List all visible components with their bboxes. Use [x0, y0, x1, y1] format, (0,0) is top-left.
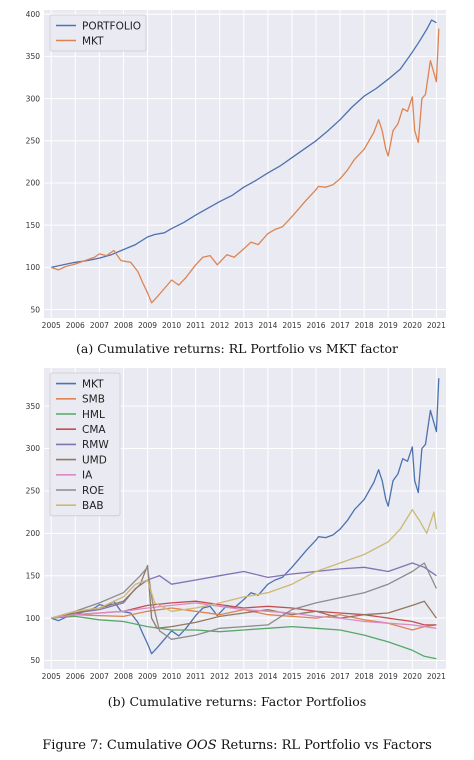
- x-tick-label: 2015: [282, 321, 301, 330]
- y-tick-label: 400: [26, 10, 41, 19]
- figure-caption-suffix: Returns: RL Portfolio vs Factors: [216, 738, 432, 753]
- x-tick-label: 2019: [379, 321, 398, 330]
- x-tick-label: 2007: [90, 672, 109, 681]
- x-tick-label: 2005: [42, 672, 61, 681]
- series-line-umd: [51, 564, 437, 629]
- series-line-smb: [51, 607, 437, 631]
- chart-b-svg: 2005 2006 2007 2008 2009 2010 2011 2012 2013 2014…: [26, 368, 446, 681]
- y-tick-label: 100: [26, 263, 41, 272]
- series-line-rmw: [51, 562, 437, 619]
- x-tick-label: 2006: [66, 672, 85, 681]
- x-tick-label: 2016: [306, 672, 325, 681]
- legend-label: MKT: [82, 378, 104, 390]
- x-tick-label: 2009: [138, 672, 157, 681]
- series-line-bab: [51, 508, 438, 619]
- y-tick-label: 150: [26, 571, 41, 580]
- chart-a-svg: 2005 2006 2007 2008 2009 2010 2011 2012 2013 2014…: [26, 10, 446, 330]
- series-line-portfolio: [51, 19, 437, 269]
- legend-label: SMB: [82, 394, 105, 406]
- legend-label: ROE: [82, 485, 104, 497]
- x-tick-label: 2011: [186, 672, 205, 681]
- y-tick-label: 50: [30, 305, 40, 314]
- x-tick-label: 2009: [138, 321, 157, 330]
- x-tick-label: 2015: [282, 672, 301, 681]
- x-tick-label: 2008: [114, 321, 133, 330]
- y-tick-label: 50: [30, 656, 40, 665]
- x-tick-label: 2010: [162, 672, 181, 681]
- x-tick-label: 2020: [403, 672, 422, 681]
- legend-label: RMW: [82, 439, 109, 451]
- y-tick-label: 200: [26, 179, 41, 188]
- figure-caption: Figure 7: Cumulative OOS Returns: RL Por…: [0, 738, 474, 753]
- x-tick-label: 2019: [379, 672, 398, 681]
- series-line-hml: [51, 615, 437, 660]
- legend-box: [49, 372, 121, 517]
- y-tick-label: 150: [26, 221, 41, 230]
- figure-caption-prefix: Figure 7: Cumulative: [42, 738, 187, 753]
- series-line-mkt: [50, 378, 440, 655]
- caption-b: (b) Cumulative returns: Factor Portfolio…: [107, 694, 367, 709]
- legend-label: IA: [82, 470, 93, 482]
- y-tick-label: 100: [26, 614, 41, 623]
- y-tick-label: 300: [26, 94, 41, 103]
- x-tick-label: 2021: [427, 672, 446, 681]
- x-tick-label: 2012: [210, 672, 229, 681]
- x-tick-label: 2013: [234, 321, 253, 330]
- caption-a: (a) Cumulative returns: RL Portfolio vs …: [76, 341, 398, 356]
- x-tick-label: 2017: [331, 321, 350, 330]
- series-line-ia: [51, 602, 437, 629]
- x-tick-label: 2005: [42, 321, 61, 330]
- y-tick-label: 250: [26, 487, 41, 496]
- x-tick-label: 2012: [210, 321, 229, 330]
- plot-area: [44, 10, 446, 318]
- x-tick-label: 2008: [114, 672, 133, 681]
- x-tick-label: 2021: [427, 321, 446, 330]
- legend-label: HML: [82, 409, 105, 421]
- series-line-mkt: [50, 28, 440, 304]
- x-tick-label: 2013: [234, 672, 253, 681]
- legend-label: MKT: [82, 35, 104, 47]
- y-tick-label: 350: [26, 402, 41, 411]
- x-tick-label: 2020: [403, 321, 422, 330]
- chart-panel-b: 2005 2006 2007 2008 2009 2010 2011 2012 2013 2014…: [0, 362, 474, 692]
- legend-label: PORTFOLIO: [82, 20, 141, 32]
- y-tick-label: 250: [26, 136, 41, 145]
- x-tick-label: 2018: [355, 672, 374, 681]
- x-tick-label: 2014: [258, 321, 277, 330]
- y-tick-label: 200: [26, 529, 41, 538]
- legend-label: UMD: [82, 454, 107, 466]
- x-tick-label: 2006: [66, 321, 85, 330]
- y-tick-label: 300: [26, 444, 41, 453]
- x-tick-label: 2018: [355, 321, 374, 330]
- x-tick-label: 2017: [331, 672, 350, 681]
- figure-caption-italic: OOS: [186, 738, 217, 753]
- legend-label: CMA: [82, 424, 106, 436]
- legend-box: [49, 14, 147, 52]
- x-tick-label: 2011: [186, 321, 205, 330]
- x-tick-label: 2010: [162, 321, 181, 330]
- x-tick-label: 2007: [90, 321, 109, 330]
- x-tick-label: 2016: [306, 321, 325, 330]
- x-tick-label: 2014: [258, 672, 277, 681]
- chart-panel-a: 2005 2006 2007 2008 2009 2010 2011 2012 2013 2014…: [0, 0, 474, 335]
- legend-label: BAB: [82, 500, 104, 512]
- y-tick-label: 350: [26, 52, 41, 61]
- series-line-roe: [51, 562, 437, 640]
